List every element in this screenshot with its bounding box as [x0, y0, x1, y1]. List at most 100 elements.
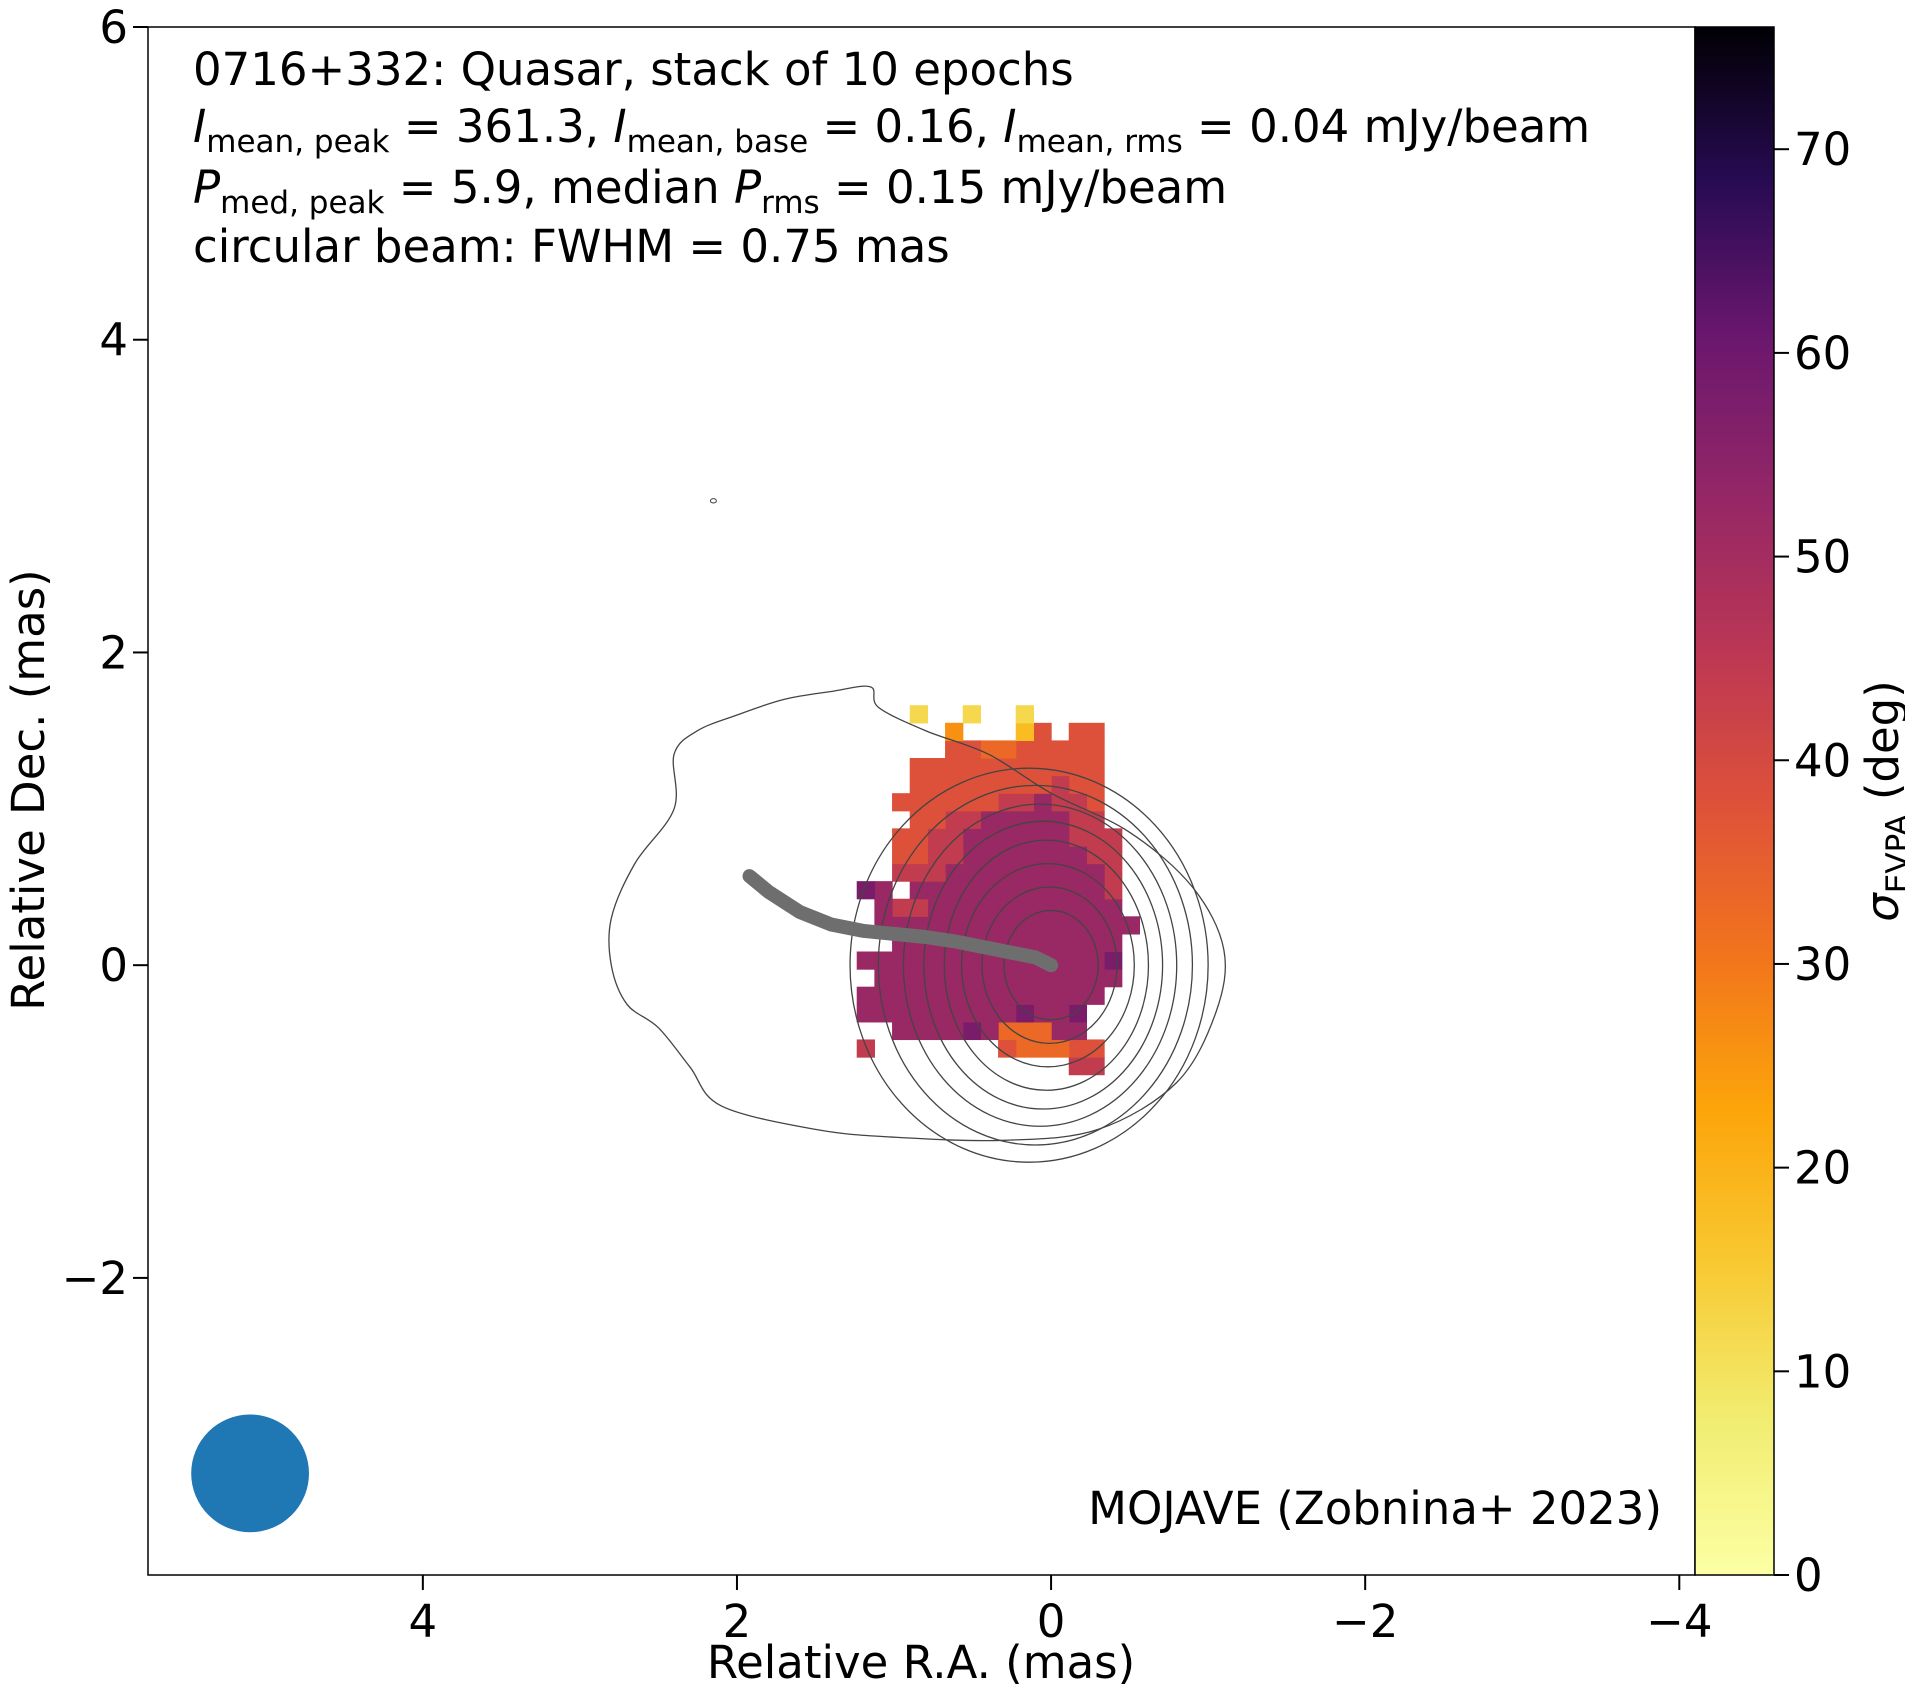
heatmap-pixel [945, 1004, 964, 1023]
x-tick-label: 4 [409, 1595, 438, 1648]
heatmap-pixel [1015, 793, 1035, 812]
heatmap-pixel [1086, 969, 1105, 988]
heatmap-pixel [927, 793, 946, 812]
heatmap-pixel [998, 1021, 1017, 1041]
heatmap-pixel [962, 758, 981, 777]
colorbar-tick-label: 20 [1794, 1142, 1851, 1195]
heatmap-pixel [1051, 986, 1070, 1005]
heatmap-pixel [927, 881, 946, 900]
heatmap-pixel [856, 951, 875, 970]
heatmap-pixel [856, 986, 875, 1005]
heatmap-pixel [945, 793, 964, 812]
heatmap-pixel [1068, 933, 1088, 953]
heatmap-pixel [962, 951, 981, 970]
heatmap-pixel [962, 1021, 981, 1041]
y-tick-label: 4 [99, 314, 128, 367]
heatmap-pixel [1068, 1021, 1088, 1041]
heatmap-pixel [909, 845, 928, 865]
credit-label: MOJAVE (Zobnina+ 2023) [1088, 1482, 1662, 1535]
colorbar-tick-label: 10 [1794, 1345, 1851, 1398]
heatmap-pixel [1015, 1004, 1035, 1023]
heatmap-pixel [1086, 951, 1105, 970]
heatmap-pixel [998, 1039, 1017, 1058]
heatmap-pixel [1033, 969, 1052, 988]
heatmap-pixel [998, 986, 1017, 1005]
heatmap-pixel [892, 969, 911, 988]
heatmap-pixel [998, 1004, 1017, 1023]
heatmap-pixel [945, 1021, 964, 1041]
heatmap-pixel [874, 986, 893, 1005]
beam-marker [191, 1414, 309, 1533]
heatmap-pixel [892, 1021, 911, 1041]
heatmap-pixel [1051, 881, 1070, 900]
heatmap-pixel [945, 758, 964, 777]
heatmap-pixel [1104, 881, 1123, 900]
heatmap-pixel [962, 845, 981, 865]
heatmap-pixel [980, 810, 999, 829]
heatmap-pixel [1051, 775, 1070, 794]
heatmap-pixel [1033, 793, 1052, 812]
contour-level [943, 839, 1150, 1091]
plot-area [191, 498, 1226, 1533]
heatmap-pixel [1068, 1004, 1088, 1023]
heatmap-pixel [927, 986, 946, 1005]
heatmap-pixel [1068, 1039, 1088, 1058]
y-axis: −2 0 2 4 6 [62, 1, 148, 1305]
x-axis: 4 2 0 −2 −4 [409, 1575, 1712, 1648]
x-tick-label: 2 [723, 1595, 752, 1648]
heatmap-pixel [1068, 986, 1088, 1005]
heatmap-pixel [1033, 898, 1052, 917]
heatmap-pixel [1086, 722, 1105, 742]
heatmap-pixel [1068, 845, 1088, 865]
heatmap-pixel [1015, 775, 1035, 794]
heatmap-pixel [945, 775, 964, 794]
heatmap-pixel [1015, 705, 1035, 724]
heatmap-pixel [1068, 898, 1088, 917]
heatmap-pixel [1086, 933, 1105, 953]
heatmap-pixel [1051, 916, 1070, 935]
heatmap-pixel [1051, 933, 1070, 953]
heatmap-pixel [1015, 758, 1035, 777]
contour-level [877, 784, 1194, 1146]
heatmap-pixel [909, 705, 928, 724]
contour-speck [709, 498, 717, 504]
heatmap-pixel [1068, 969, 1088, 988]
heatmap-pixel [945, 810, 964, 829]
heatmap-pixel [909, 1004, 928, 1023]
heatmap-pixel [962, 863, 981, 882]
heatmap-pixel [980, 793, 999, 812]
heatmap-pixel [1033, 740, 1052, 759]
annotation-line-4: circular beam: FWHM = 0.75 mas [193, 220, 950, 273]
heatmap-pixel [1033, 863, 1052, 882]
contour-level [1003, 909, 1099, 1021]
heatmap-pixel [909, 793, 928, 812]
heatmap-pixel [1068, 810, 1088, 829]
heatmap-pixel [874, 881, 893, 900]
heatmap-pixel [945, 722, 964, 742]
heatmap-pixel [980, 863, 999, 882]
annotation-line-3: Pmed, peak = 5.9, median Prms = 0.15 mJy… [193, 161, 1227, 221]
heatmap-pixel [1051, 758, 1070, 777]
heatmap-pixel [1033, 986, 1052, 1005]
y-tick-label: 6 [99, 1, 128, 54]
heatmap-pixel [1086, 828, 1105, 847]
colorbar-tick-label: 30 [1794, 938, 1851, 991]
contour-level [902, 803, 1178, 1127]
contour-level [849, 767, 1209, 1163]
x-axis-label: Relative R.A. (mas) [707, 1636, 1135, 1689]
heatmap-pixel [1033, 1039, 1052, 1058]
heatmap-pixel [927, 810, 946, 829]
heatmap-pixel [980, 1004, 999, 1023]
heatmap-pixel [1051, 969, 1070, 988]
heatmap-pixel [998, 898, 1017, 917]
heatmap-pixel [927, 775, 946, 794]
heatmap-pixel [945, 845, 964, 865]
heatmap-pixel [927, 951, 946, 970]
heatmap-pixel [998, 881, 1017, 900]
heatmap-pixel [1051, 1021, 1070, 1041]
heatmap-pixel [945, 863, 964, 882]
heatmap-pixel [1015, 740, 1035, 759]
heatmap-pixel [1086, 916, 1105, 935]
heatmap-pixel [945, 740, 964, 759]
